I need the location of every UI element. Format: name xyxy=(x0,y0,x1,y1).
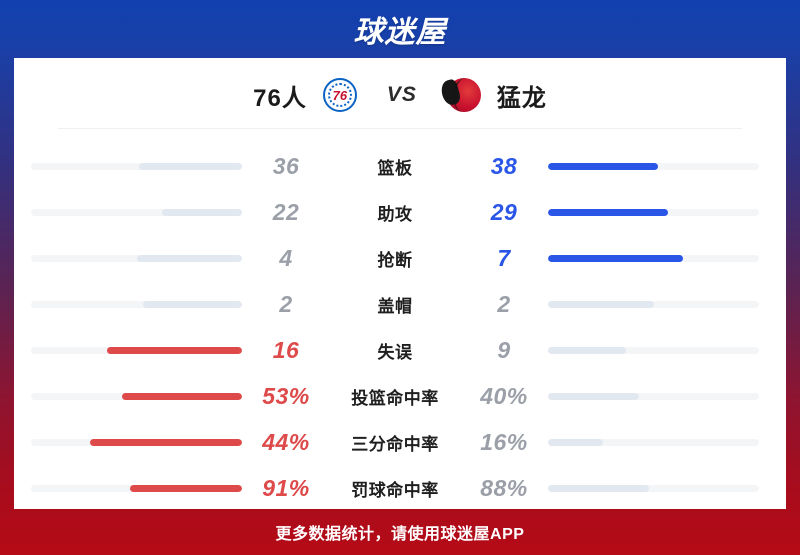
away-bar-fill xyxy=(548,392,639,400)
home-bar-track xyxy=(31,392,242,400)
stat-label: 投篮命中率 xyxy=(351,388,439,408)
away-bar-track xyxy=(548,208,759,216)
away-stat-value: 7 xyxy=(497,244,511,271)
away-bar-track xyxy=(548,484,759,492)
brand-logo: 球迷屋 xyxy=(353,16,447,49)
home-bar-track xyxy=(31,484,242,492)
home-bar-track xyxy=(31,254,242,262)
stat-row: 36 篮板 38 xyxy=(14,143,786,189)
stat-label: 抢断 xyxy=(377,250,413,270)
stat-row: 53% 投篮命中率 40% xyxy=(14,373,786,419)
away-bar-track xyxy=(548,300,759,308)
home-bar-fill xyxy=(121,392,242,400)
home-stat-value: 44% xyxy=(262,428,310,455)
stat-label: 篮板 xyxy=(377,158,413,178)
away-bar-fill xyxy=(548,300,654,308)
stats-list: 36 篮板 38 22 助攻 29 4 抢断 7 2 盖帽 2 16 失误 9 53% 投篮命中率 40% 44% 三… xyxy=(14,129,786,517)
home-stat-value: 2 xyxy=(279,290,293,317)
away-bar-fill xyxy=(548,484,650,492)
home-bar-track xyxy=(31,208,242,216)
away-bar-track xyxy=(548,438,759,446)
stat-label: 三分命中率 xyxy=(351,434,439,454)
stats-card: 76人 76 VS 猛龙 36 篮板 38 22 助攻 29 4 抢断 7 2 盖帽 2 16 失误 9 53… xyxy=(14,58,786,509)
away-bar-track xyxy=(548,162,759,170)
away-bar-fill xyxy=(548,346,627,354)
stat-label: 助攻 xyxy=(377,204,413,224)
away-stat-value: 38 xyxy=(490,152,518,179)
home-bar-track xyxy=(31,300,242,308)
stat-row: 44% 三分命中率 16% xyxy=(14,419,786,465)
home-bar-track xyxy=(31,438,242,446)
home-stat-value: 16 xyxy=(272,336,300,363)
stat-label: 盖帽 xyxy=(377,296,413,316)
away-bar-fill xyxy=(548,162,658,170)
stat-label: 罚球命中率 xyxy=(351,480,439,500)
stat-row: 16 失误 9 xyxy=(14,327,786,373)
away-stat-value: 16% xyxy=(480,428,528,455)
stat-row: 4 抢断 7 xyxy=(14,235,786,281)
home-bar-track xyxy=(31,346,242,354)
away-stat-value: 9 xyxy=(497,336,511,363)
home-bar-fill xyxy=(161,208,242,216)
vs-label: VS xyxy=(386,83,417,106)
sixers-logo-text: 76 xyxy=(332,87,348,103)
away-stat-value: 2 xyxy=(497,290,511,317)
away-stat-value: 40% xyxy=(480,382,528,409)
away-stat-value: 88% xyxy=(480,474,528,501)
home-bar-fill xyxy=(138,162,242,170)
stat-row: 22 助攻 29 xyxy=(14,189,786,235)
home-stat-value: 36 xyxy=(272,152,300,179)
home-team-name: 76人 xyxy=(253,84,307,112)
home-stat-value: 4 xyxy=(279,244,293,271)
away-bar-fill xyxy=(548,208,669,216)
header-divider xyxy=(58,128,742,129)
away-bar-fill xyxy=(548,438,603,446)
stat-row: 91% 罚球命中率 88% xyxy=(14,465,786,511)
home-bar-track xyxy=(31,162,242,170)
away-bar-track xyxy=(548,346,759,354)
stat-label: 失误 xyxy=(377,342,413,362)
home-bar-fill xyxy=(136,254,242,262)
home-bar-fill xyxy=(130,484,242,492)
stat-row: 2 盖帽 2 xyxy=(14,281,786,327)
matchup-header: 76人 76 VS 猛龙 xyxy=(14,62,786,128)
away-bar-track xyxy=(548,392,759,400)
home-bar-fill xyxy=(142,300,242,308)
brand-header: 球迷屋 xyxy=(0,0,800,58)
away-stat-value: 29 xyxy=(490,198,518,225)
away-bar-track xyxy=(548,254,759,262)
home-stat-value: 91% xyxy=(262,474,310,501)
home-bar-fill xyxy=(106,346,242,354)
sixers-logo-icon: 76 xyxy=(322,78,357,112)
footer-bar: 更多数据统计，请使用球迷屋APP xyxy=(0,509,800,555)
home-stat-value: 22 xyxy=(272,198,300,225)
raptors-logo-icon xyxy=(446,78,481,112)
home-stat-value: 53% xyxy=(262,382,310,409)
away-team-name: 猛龙 xyxy=(496,84,547,112)
away-bar-fill xyxy=(548,254,684,262)
home-bar-fill xyxy=(90,438,242,446)
footer-promo-text: 更多数据统计，请使用球迷屋APP xyxy=(275,526,525,543)
